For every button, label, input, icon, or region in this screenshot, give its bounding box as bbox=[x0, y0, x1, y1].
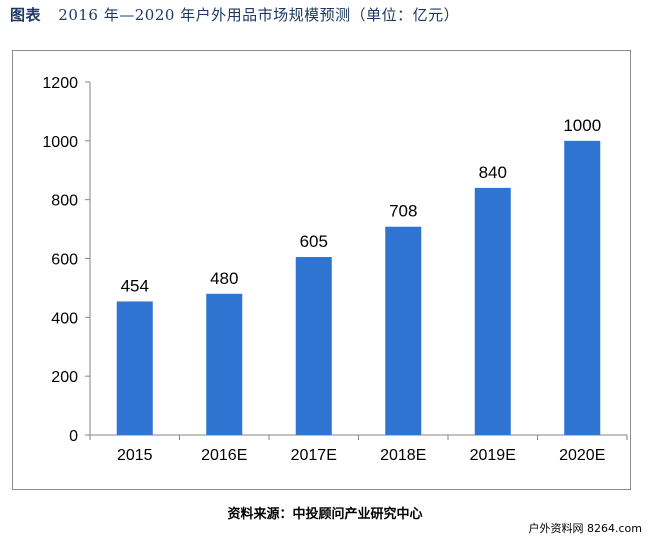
caption-title: 2016 年—2020 年户外用品市场规模预测（单位：亿元） bbox=[58, 6, 460, 24]
data-label: 605 bbox=[300, 232, 328, 251]
bar bbox=[474, 187, 511, 435]
y-tick-label: 1000 bbox=[42, 134, 78, 151]
y-tick-label: 600 bbox=[51, 252, 78, 269]
x-tick-label: 2020E bbox=[559, 447, 605, 464]
bar bbox=[116, 301, 153, 435]
x-tick-label: 2015 bbox=[117, 447, 153, 464]
data-label: 1000 bbox=[563, 116, 601, 135]
data-label: 840 bbox=[479, 163, 507, 182]
x-tick-label: 2019E bbox=[470, 447, 516, 464]
data-label: 708 bbox=[389, 202, 417, 221]
x-tick-label: 2016E bbox=[201, 447, 247, 464]
bar bbox=[385, 226, 422, 435]
watermark: 户外资料网 8264.com bbox=[528, 522, 642, 535]
bar bbox=[295, 257, 332, 435]
caption-label: 图表 bbox=[10, 6, 42, 24]
y-tick-label: 0 bbox=[69, 428, 78, 445]
y-tick-label: 800 bbox=[51, 193, 78, 210]
bar bbox=[564, 140, 601, 436]
source-note: 资料来源：中投顾问产业研究中心 bbox=[227, 507, 423, 522]
y-tick-label: 400 bbox=[51, 310, 78, 327]
y-tick-label: 1200 bbox=[42, 75, 78, 92]
x-tick-label: 2017E bbox=[291, 447, 337, 464]
y-tick-label: 200 bbox=[51, 369, 78, 386]
data-label: 454 bbox=[121, 276, 149, 295]
chart-caption: 图表 2016 年—2020 年户外用品市场规模预测（单位：亿元） bbox=[10, 4, 459, 25]
bar bbox=[206, 293, 243, 435]
data-label: 480 bbox=[210, 269, 238, 288]
x-tick-label: 2018E bbox=[380, 447, 426, 464]
